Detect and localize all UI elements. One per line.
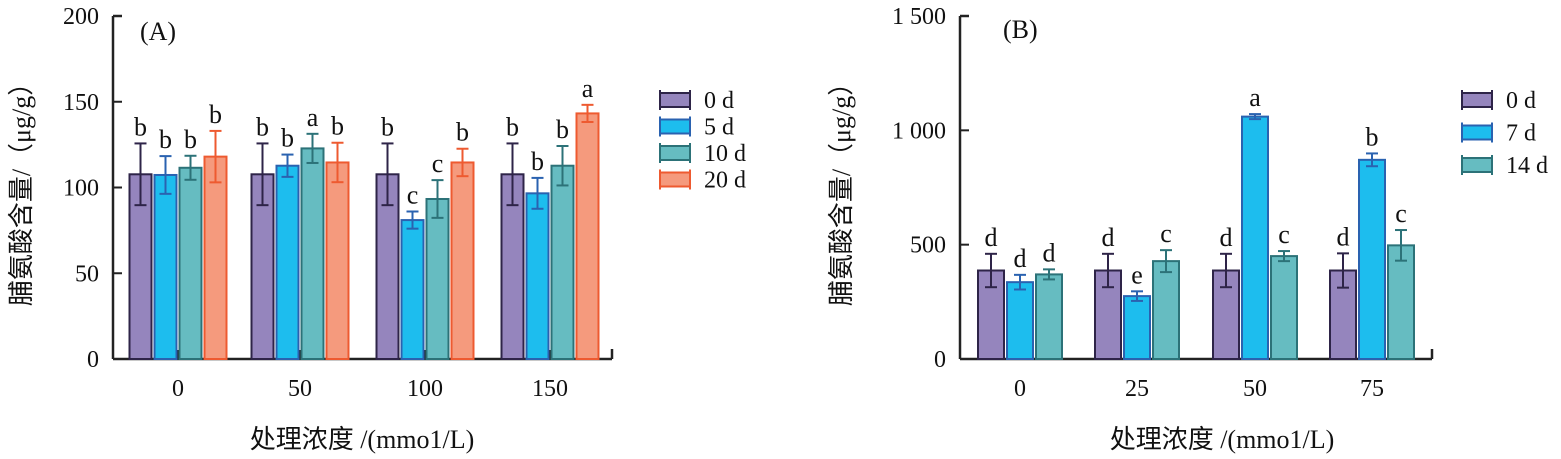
bar bbox=[1123, 295, 1151, 361]
significance-label: b bbox=[184, 125, 197, 154]
x-tick-label: 50 bbox=[1243, 376, 1267, 402]
legend-label: 10 d bbox=[704, 141, 746, 167]
bar bbox=[525, 192, 550, 360]
significance-label: c bbox=[1278, 220, 1290, 249]
x-axis-title: 处理浓度 /(mmo1/L) bbox=[250, 425, 475, 454]
significance-label: d bbox=[1014, 244, 1027, 273]
significance-label: b bbox=[209, 100, 222, 129]
significance-label: a bbox=[582, 74, 594, 103]
y-tick-label: 100 bbox=[63, 176, 99, 202]
y-tick-label: 200 bbox=[63, 4, 99, 30]
bar bbox=[203, 155, 228, 360]
bar bbox=[575, 112, 600, 360]
legend-swatch bbox=[1461, 92, 1493, 108]
significance-label: c bbox=[1160, 219, 1172, 248]
bar bbox=[1358, 158, 1386, 360]
bar bbox=[275, 164, 300, 360]
bar bbox=[1035, 273, 1063, 361]
significance-label: b bbox=[159, 125, 172, 154]
significance-label: b bbox=[531, 147, 544, 176]
bar bbox=[1241, 115, 1269, 361]
y-tick-label: 500 bbox=[910, 233, 946, 259]
bar bbox=[400, 219, 425, 360]
bar bbox=[450, 161, 475, 360]
bar bbox=[1270, 255, 1298, 361]
y-axis-title: 脯氨酸含量/（μg/g） bbox=[827, 70, 856, 306]
significance-label: b bbox=[281, 124, 294, 153]
legend-label: 0 d bbox=[704, 88, 734, 114]
significance-label: b bbox=[256, 112, 269, 141]
legend-label: 7 d bbox=[1506, 121, 1536, 147]
bar bbox=[1152, 260, 1180, 361]
bar bbox=[425, 197, 450, 360]
bar bbox=[550, 164, 575, 360]
legend-swatch bbox=[1461, 124, 1493, 141]
y-tick-label: 1 500 bbox=[892, 4, 946, 30]
bar bbox=[1387, 244, 1415, 360]
x-tick-label: 50 bbox=[288, 376, 312, 402]
bar bbox=[153, 173, 178, 360]
x-tick-label: 75 bbox=[1360, 376, 1384, 402]
legend-swatch bbox=[659, 171, 691, 188]
significance-label: b bbox=[556, 115, 569, 144]
significance-label: b bbox=[134, 112, 147, 141]
y-tick-label: 150 bbox=[63, 90, 99, 116]
legend-swatch bbox=[659, 118, 691, 135]
significance-label: a bbox=[307, 103, 319, 132]
legend-label: 0 d bbox=[1506, 88, 1536, 114]
legend-label: 20 d bbox=[704, 168, 746, 194]
panel-label: (B) bbox=[1003, 15, 1038, 44]
x-tick-label: 25 bbox=[1125, 376, 1149, 402]
bar bbox=[178, 166, 203, 360]
significance-label: d bbox=[985, 223, 998, 252]
y-tick-label: 0 bbox=[87, 347, 99, 373]
significance-label: e bbox=[1131, 260, 1143, 289]
significance-label: b bbox=[1366, 122, 1379, 151]
significance-label: d bbox=[1043, 238, 1056, 267]
legend-label: 5 d bbox=[704, 115, 734, 141]
x-tick-label: 0 bbox=[172, 376, 184, 402]
significance-label: d bbox=[1220, 223, 1233, 252]
legend-swatch bbox=[1461, 157, 1493, 173]
y-axis-title: 脯氨酸含量/（μg/g） bbox=[7, 70, 36, 306]
y-tick-label: 50 bbox=[75, 261, 99, 287]
panel-label: (A) bbox=[140, 17, 176, 46]
bar bbox=[300, 147, 325, 360]
bar bbox=[325, 161, 350, 360]
x-tick-label: 0 bbox=[1014, 376, 1026, 402]
y-tick-label: 1 000 bbox=[892, 118, 946, 144]
legend-swatch bbox=[659, 92, 691, 108]
significance-label: d bbox=[1337, 222, 1350, 251]
significance-label: b bbox=[331, 112, 344, 141]
legend-swatch bbox=[659, 145, 691, 161]
significance-label: b bbox=[506, 112, 519, 141]
x-axis-title: 处理浓度 /(mmo1/L) bbox=[1110, 425, 1335, 454]
x-tick-label: 100 bbox=[407, 376, 443, 402]
significance-label: c bbox=[432, 149, 444, 178]
significance-label: c bbox=[1395, 199, 1407, 228]
legend-label: 14 d bbox=[1506, 153, 1548, 179]
significance-label: b bbox=[456, 118, 469, 147]
x-tick-label: 150 bbox=[532, 376, 568, 402]
significance-label: a bbox=[1249, 83, 1261, 112]
y-tick-label: 0 bbox=[934, 347, 946, 373]
significance-label: d bbox=[1102, 223, 1115, 252]
bar bbox=[1006, 281, 1034, 360]
significance-label: b bbox=[381, 112, 394, 141]
significance-label: c bbox=[407, 181, 419, 210]
